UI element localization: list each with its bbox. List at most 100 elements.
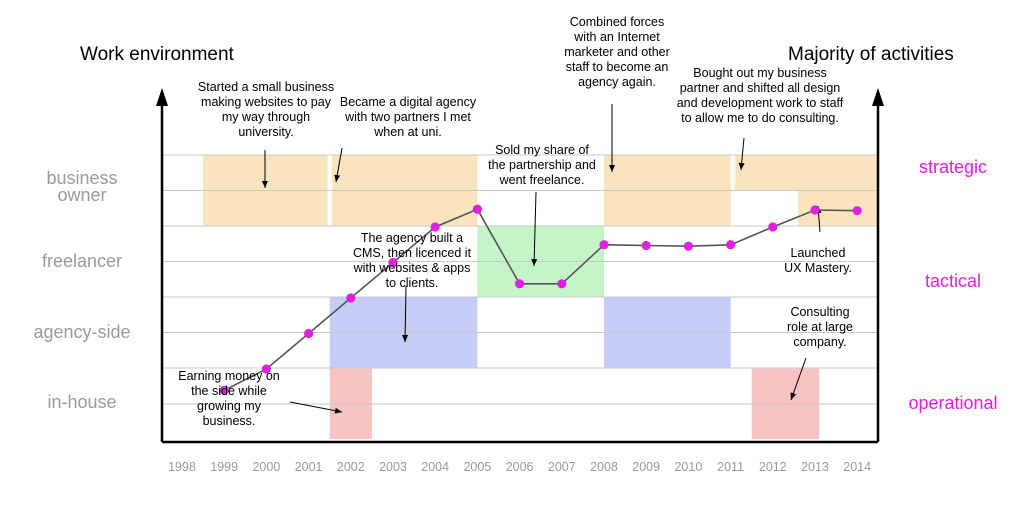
point-2014	[852, 206, 862, 216]
annotation-line: Became a digital agency	[340, 95, 477, 109]
annotation-line: role at large	[787, 320, 853, 334]
annotation-line: company.	[793, 335, 846, 349]
point-1999	[219, 385, 229, 395]
annotation-line: business.	[203, 414, 256, 428]
annotation-line: the partnership and	[488, 158, 596, 172]
row-label-business-owner: business owner	[46, 168, 117, 205]
point-2002	[346, 293, 356, 303]
year-label-2007: 2007	[548, 460, 576, 474]
year-label-2001: 2001	[295, 460, 323, 474]
year-label-2000: 2000	[252, 460, 280, 474]
year-label-2005: 2005	[463, 460, 491, 474]
year-label-1999: 1999	[210, 460, 238, 474]
left-axis-title: Work environment	[80, 44, 235, 65]
point-2005	[472, 204, 482, 214]
left-axis-arrow	[156, 88, 168, 106]
annotation-arrow-head-0	[262, 181, 268, 188]
annotation-arrow-line-8	[289, 401, 343, 413]
row-label-line: business	[46, 168, 117, 188]
year-label-2012: 2012	[759, 460, 787, 474]
annotation-line: making websites to pay	[201, 95, 332, 109]
annotation-5: Bought out my business partner and shifte…	[677, 66, 844, 125]
annotation-arrow-head-3	[531, 258, 538, 266]
row-label-line: agency-side	[33, 322, 130, 342]
annotation-line: Started a small business	[198, 80, 334, 94]
annotation-line: with websites & apps	[353, 261, 471, 275]
annotation-0: Started a small business making websites …	[198, 80, 334, 139]
annotation-line: my way through	[222, 110, 310, 124]
annotations: Started a small business making websites …	[178, 15, 853, 428]
annotation-line: with two partners I met	[344, 110, 471, 124]
annotation-arrow-head-5	[738, 162, 745, 170]
point-2008	[599, 240, 609, 250]
annotation-arrows	[262, 104, 822, 414]
point-2010	[683, 241, 694, 251]
right-labels: strategic tactical operational	[908, 157, 997, 413]
year-label-2006: 2006	[506, 460, 534, 474]
right-label-strategic: strategic	[919, 157, 987, 177]
row-labels: business owner freelancer agency-side in-hou…	[33, 168, 130, 412]
annotation-8: Earning money on the side while growing my…	[178, 369, 280, 428]
point-2000	[261, 364, 271, 374]
year-label-2010: 2010	[674, 460, 702, 474]
annotation-line: CMS, then licenced it	[353, 246, 472, 260]
annotation-line: UX Mastery.	[784, 261, 852, 275]
annotation-arrow-head-7	[790, 392, 797, 400]
right-label-operational: operational	[908, 393, 997, 413]
annotation-line: Sold my share of	[495, 143, 589, 157]
axes	[156, 88, 884, 444]
point-2011	[726, 240, 736, 250]
annotation-line: Earning money on	[178, 369, 280, 383]
right-axis-title: Majority of activities	[788, 44, 954, 65]
annotation-line: Consulting	[790, 305, 849, 319]
annotation-line: when at uni.	[373, 125, 441, 139]
annotation-line: Combined forces	[570, 15, 665, 29]
row-label-in-house: in-house	[47, 392, 116, 412]
year-label-2004: 2004	[421, 460, 449, 474]
annotation-arrow-line-2	[404, 285, 407, 343]
annotation-line: went freelance.	[499, 173, 585, 187]
year-label-2013: 2013	[801, 460, 829, 474]
year-label-2011: 2011	[717, 460, 744, 474]
point-2003	[388, 257, 398, 268]
row-label-line: owner	[57, 185, 106, 205]
annotation-line: with an Internet	[573, 30, 660, 44]
annotation-arrow-head-4	[609, 165, 615, 172]
year-label-2008: 2008	[590, 460, 618, 474]
right-label-tactical: tactical	[925, 271, 981, 291]
annotation-arrow-head-1	[334, 174, 341, 182]
point-2006	[515, 279, 525, 289]
annotation-2: The agency built a CMS, then licenced it w…	[353, 231, 472, 290]
annotation-line: marketer and other	[564, 45, 670, 59]
annotation-arrow-line-7	[790, 357, 807, 401]
annotation-line: Launched	[791, 246, 846, 260]
annotation-line: The agency built a	[361, 231, 463, 245]
year-label-2009: 2009	[632, 460, 660, 474]
annotation-line: agency again.	[578, 75, 656, 89]
year-label-1998: 1998	[168, 460, 196, 474]
year-label-2014: 2014	[843, 460, 871, 474]
annotation-line: growing my	[197, 399, 262, 413]
annotation-line: to allow me to do consulting.	[681, 111, 839, 125]
annotation-line: to clients.	[386, 276, 439, 290]
annotation-line: staff to become an	[566, 60, 669, 74]
annotation-line: Bought out my business	[693, 66, 826, 80]
row-label-line: in-house	[47, 392, 116, 412]
year-tick-labels: 1998 1999 2000 2001 2002 2003 2004 2005 2006 2007…	[168, 460, 871, 474]
annotation-arrow-head-8	[334, 407, 342, 414]
point-2004	[430, 222, 440, 232]
annotation-3: Sold my share of the partnership and went …	[488, 143, 596, 187]
annotation-line: university.	[238, 125, 293, 139]
annotation-arrow-line-3	[533, 191, 537, 267]
year-label-2003: 2003	[379, 460, 407, 474]
annotation-line: the side while	[191, 384, 267, 398]
right-axis-arrow	[872, 88, 884, 106]
year-label-2002: 2002	[337, 460, 365, 474]
annotation-line: and development work to staff	[677, 96, 844, 110]
point-2013	[810, 205, 820, 215]
series-line	[223, 208, 858, 392]
point-2001	[304, 328, 314, 339]
row-gridlines	[162, 154, 878, 405]
career-series	[219, 204, 862, 395]
